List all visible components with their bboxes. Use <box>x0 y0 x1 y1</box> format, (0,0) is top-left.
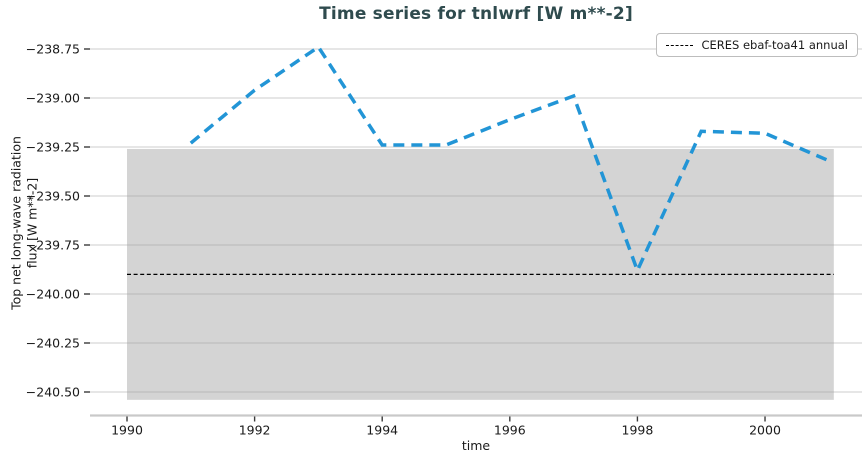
y-axis-label: Top net long-wave radiation flux [W m**-… <box>8 136 39 310</box>
x-tick-label: 1998 <box>622 423 654 438</box>
y-tick-label: −239.75 <box>26 238 80 253</box>
legend: CERES ebaf-toa41 annual <box>656 33 858 57</box>
chart-title: Time series for tnlwrf [W m**-2] <box>319 4 633 24</box>
x-tick-label: 1992 <box>239 423 271 438</box>
y-axis-label-line1: Top net long-wave radiation <box>8 136 24 310</box>
y-tick-label: −240.25 <box>26 336 80 351</box>
x-tick-label: 1994 <box>366 423 398 438</box>
legend-dashed-line-icon <box>666 44 694 46</box>
y-tick-label: −240.00 <box>26 287 80 302</box>
x-tick-label: 2000 <box>749 423 781 438</box>
y-axis-label-line2: flux [W m**-2] <box>24 177 39 269</box>
y-tick-label: −238.75 <box>26 42 80 57</box>
y-tick-label: −239.50 <box>26 189 80 204</box>
legend-entry-label: CERES ebaf-toa41 annual <box>701 38 848 52</box>
y-tick-label: −239.00 <box>26 91 80 106</box>
x-axis-label: time <box>461 438 491 453</box>
y-tick-label: −239.25 <box>26 140 80 155</box>
series-line-tnlwrf <box>189 44 830 276</box>
x-tick-label: 1996 <box>494 423 526 438</box>
y-tick-label: −240.50 <box>26 385 80 400</box>
x-tick-label: 1990 <box>111 423 143 438</box>
